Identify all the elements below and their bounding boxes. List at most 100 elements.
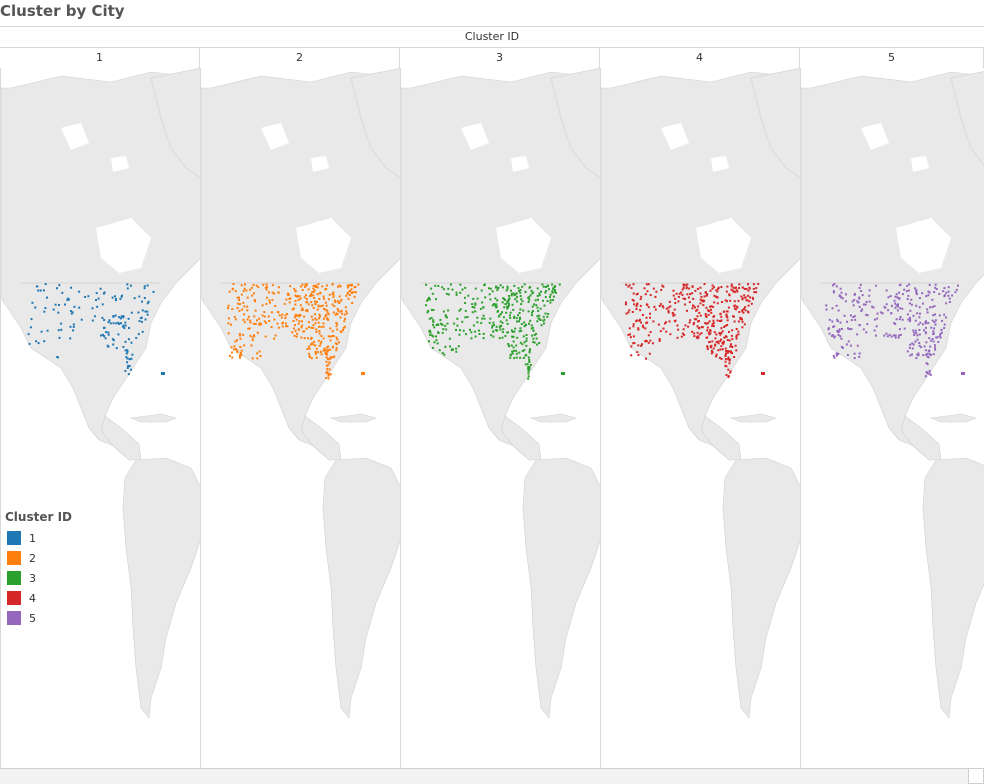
map-pane-2[interactable] (200, 68, 400, 768)
column-header-1[interactable]: 1 (0, 48, 200, 68)
city-dot (726, 319, 729, 322)
legend-item-2[interactable]: 2 (5, 548, 115, 568)
city-dot (701, 326, 704, 329)
city-dot (633, 303, 636, 306)
city-dot (696, 331, 699, 334)
city-dot (648, 352, 651, 355)
map-pane-4[interactable] (600, 68, 800, 768)
city-dot (702, 300, 705, 303)
city-dot (504, 335, 507, 337)
city-dot (707, 309, 709, 312)
city-dot (435, 298, 437, 301)
city-dot (684, 324, 687, 327)
map-pane-5[interactable] (800, 68, 984, 768)
city-dot (930, 339, 933, 342)
map-pane-3[interactable] (400, 68, 600, 768)
city-dot (461, 288, 464, 291)
city-dot (662, 285, 665, 288)
city-dot (60, 322, 63, 325)
city-dot (761, 372, 765, 375)
city-dot (713, 301, 716, 304)
city-dot (481, 317, 484, 320)
city-dot (727, 356, 730, 359)
city-dot (294, 303, 297, 306)
city-dot (729, 371, 732, 374)
column-header-4[interactable]: 4 (600, 48, 800, 68)
city-dot (716, 290, 719, 293)
city-dot (425, 283, 428, 286)
city-dot (697, 305, 700, 308)
city-dot (681, 288, 684, 291)
city-dot (551, 291, 554, 294)
city-dot (927, 356, 930, 359)
city-dot (935, 336, 938, 339)
city-dot (293, 316, 296, 319)
city-dot (919, 321, 922, 324)
legend-item-1[interactable]: 1 (5, 528, 115, 548)
city-dot (934, 313, 936, 316)
city-dot (724, 347, 727, 350)
city-dot (894, 336, 897, 339)
city-dot (718, 320, 721, 322)
city-dot (128, 365, 131, 368)
city-dot (931, 338, 934, 340)
city-dot (939, 333, 942, 335)
city-dot (899, 307, 902, 310)
city-dot (681, 293, 684, 296)
legend-item-5[interactable]: 5 (5, 608, 115, 628)
column-header-5[interactable]: 5 (800, 48, 984, 68)
city-dot (723, 326, 726, 328)
city-dot (850, 328, 853, 331)
city-dot (324, 288, 327, 291)
city-dot (497, 315, 500, 318)
city-dot (117, 321, 120, 324)
city-dot (326, 318, 329, 321)
city-dot (747, 304, 750, 307)
city-dot (527, 356, 530, 359)
city-dot (845, 293, 847, 296)
city-dot (659, 303, 662, 306)
city-dot (743, 323, 746, 326)
city-dot (698, 311, 701, 314)
city-dot (929, 306, 931, 309)
city-dot (894, 334, 897, 337)
city-dot (716, 302, 719, 305)
legend-label-1: 1 (29, 531, 36, 545)
city-dot (948, 297, 951, 300)
city-dot (551, 283, 554, 286)
city-dot (130, 341, 133, 344)
city-dot (695, 318, 698, 321)
city-dot (35, 285, 38, 288)
city-dot (665, 321, 667, 324)
city-dot (107, 331, 110, 334)
map-pane-1[interactable] (0, 68, 200, 768)
land-shape (900, 415, 942, 461)
city-dot (492, 321, 495, 324)
city-dot (455, 350, 458, 353)
city-dot (238, 332, 241, 335)
column-header-3[interactable]: 3 (400, 48, 600, 68)
city-dot (432, 323, 435, 326)
city-dot (111, 296, 114, 299)
column-header-2[interactable]: 2 (200, 48, 400, 68)
city-dot (115, 322, 118, 325)
horizontal-scrollbar[interactable] (0, 768, 968, 784)
city-dot (682, 284, 685, 287)
city-dot (122, 315, 125, 318)
city-dot (508, 297, 511, 300)
city-dot (723, 336, 726, 339)
city-dot (240, 354, 243, 357)
legend-item-3[interactable]: 3 (5, 568, 115, 588)
city-dot (243, 313, 246, 316)
city-dot (748, 300, 751, 303)
city-dot (256, 319, 258, 322)
city-dot (682, 287, 685, 289)
city-dot (459, 283, 462, 286)
legend-item-4[interactable]: 4 (5, 588, 115, 608)
city-dot (532, 340, 535, 343)
city-dot (430, 317, 433, 319)
city-dot (91, 307, 94, 310)
city-dot (492, 330, 495, 333)
legend-label-3: 3 (29, 571, 36, 585)
city-dot (752, 283, 755, 286)
